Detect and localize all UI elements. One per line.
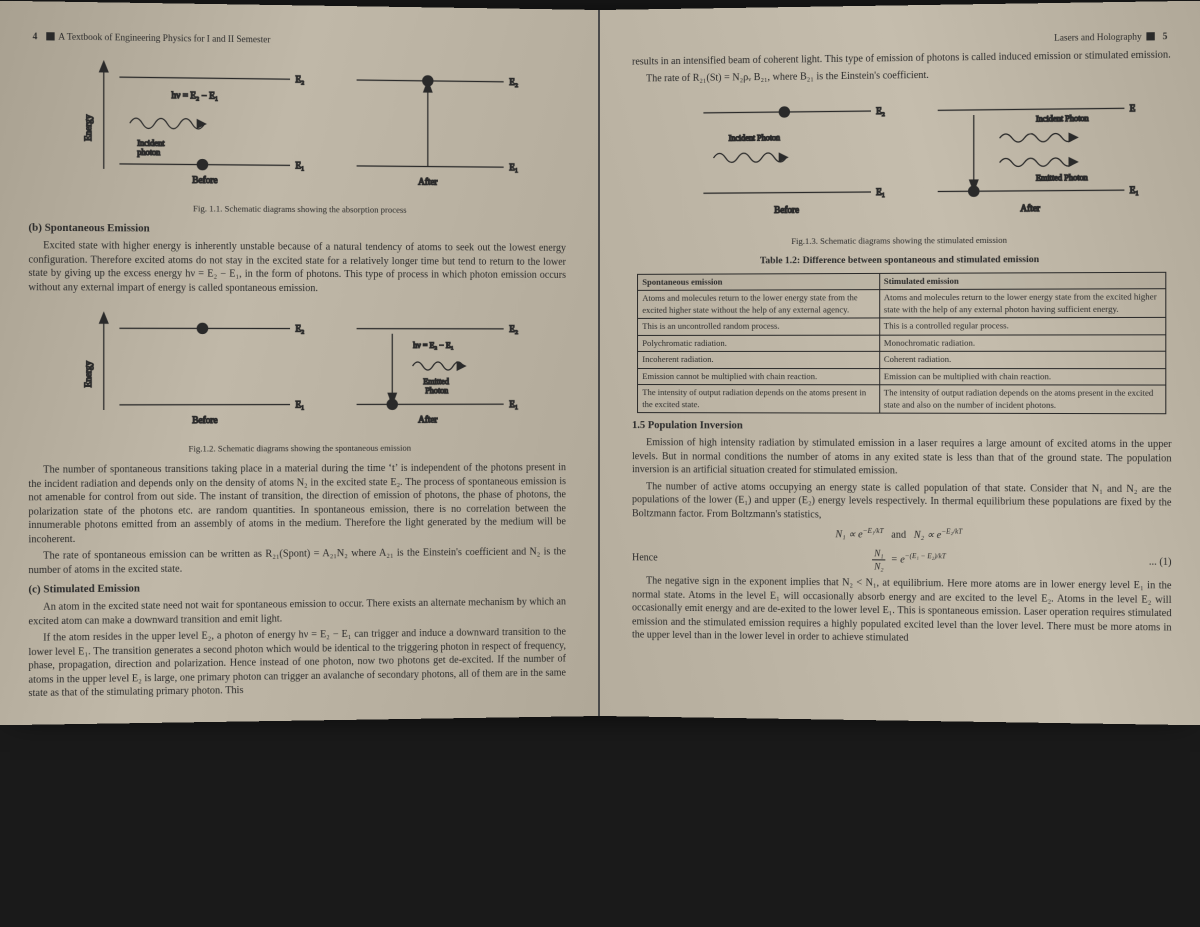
fig2-hv: hν = E₂ − E₁ bbox=[413, 341, 454, 350]
fig3-emitted-label: Emitted Photon bbox=[1036, 173, 1088, 183]
figure-1-3: E₂ E₁ Incident Photon Before E E₁ bbox=[658, 88, 1144, 248]
fig3-e1-b: E₁ bbox=[876, 187, 885, 197]
formula1-a-exp: −E₁/kT bbox=[863, 527, 884, 535]
figure-1-1: Energy E₂ E₁ hν = E₂ − E₁ Incident photo… bbox=[56, 51, 540, 217]
left-page: 4 A Textbook of Engineering Physics for … bbox=[0, 1, 600, 726]
right-page: Lasers and Holography 5 results in an in… bbox=[600, 1, 1200, 726]
fig2-caption: Fig.1.2. Schematic diagrams showing the … bbox=[56, 442, 540, 455]
fig3-incident2-label: Incident Photon bbox=[1036, 114, 1089, 124]
right-page-number: 5 bbox=[1163, 30, 1168, 43]
header-marker-icon bbox=[46, 32, 54, 40]
ratio-formula: N₁ N₂ = e−(E₁ − E₂)/kT bbox=[692, 546, 1129, 575]
fig2-e1-a: E₁ bbox=[509, 400, 518, 410]
table-header-2: Stimulated emission bbox=[879, 272, 1165, 290]
fig2-after: After bbox=[418, 415, 437, 425]
section-1-5-title: 1.5 Population Inversion bbox=[632, 419, 1172, 435]
right-page-header: Lasers and Holography 5 bbox=[632, 30, 1172, 50]
left-header-title: A Textbook of Engineering Physics for I … bbox=[58, 30, 270, 45]
fig2-e1-b: E₁ bbox=[295, 400, 304, 410]
right-intro2: The rate of R₂₁(St) = N₂ρᵥ B₂₁, where B₂… bbox=[632, 65, 1172, 85]
table-cell: Coherent radiation. bbox=[879, 351, 1165, 368]
hence-formula-row: Hence N₁ N₂ = e−(E₁ − E₂)/kT ... (1) bbox=[632, 545, 1172, 575]
header-marker-icon bbox=[1146, 32, 1154, 40]
table-cell: This is a controlled regular process. bbox=[879, 318, 1165, 335]
fig1-incident2: photon bbox=[137, 148, 160, 157]
fig2-emitted2: Photon bbox=[425, 387, 448, 396]
fig3-e1-a: E₁ bbox=[1130, 185, 1139, 195]
hence-label: Hence bbox=[632, 551, 692, 565]
fig3-before: Before bbox=[775, 205, 800, 215]
table-caption: Table 1.2: Difference between spontaneou… bbox=[632, 253, 1172, 268]
fig1-e1-after: E₁ bbox=[509, 162, 518, 172]
table-cell: Emission can be multiplied with chain re… bbox=[879, 368, 1165, 385]
frac-num: N₁ bbox=[872, 547, 885, 560]
table-cell: The intensity of output radiation depend… bbox=[879, 385, 1165, 414]
frac-den: N₂ bbox=[872, 561, 885, 573]
table-header-1: Spontaneous emission bbox=[638, 273, 879, 290]
fig2-e2-a: E₂ bbox=[509, 324, 518, 334]
formula2-eq: = e bbox=[891, 554, 905, 565]
sec15-p3: The negative sign in the exponent implie… bbox=[632, 575, 1172, 649]
table-cell: This is an uncontrolled random process. bbox=[638, 318, 879, 335]
table-cell: Polychromatic radiation. bbox=[638, 335, 879, 352]
table-cell: Monochromatic radiation. bbox=[879, 335, 1165, 352]
sec15-p1: Emission of high intensity radiation by … bbox=[632, 436, 1172, 479]
right-header-title: Lasers and Holography bbox=[1054, 30, 1142, 44]
fig2-energy-label: Energy bbox=[83, 361, 93, 388]
fig1-e2-before: E₂ bbox=[295, 74, 304, 84]
fig2-svg: Energy E₂ E₁ Before E₂ E₁ hν = E₂ − E₁ bbox=[72, 303, 523, 436]
table-cell: The intensity of output radiation depend… bbox=[638, 385, 879, 414]
section-b-title: (b) Spontaneous Emission bbox=[28, 222, 566, 239]
eq-number: ... (1) bbox=[1130, 555, 1172, 569]
fig1-e2-after: E₂ bbox=[509, 77, 518, 87]
formula1-b: N₂ ∝ e bbox=[914, 530, 941, 541]
table-cell: Atoms and molecules return to the lower … bbox=[638, 290, 879, 319]
formula1-b-exp: −E₂/kT bbox=[941, 528, 962, 536]
fig1-e1-before: E₁ bbox=[295, 161, 304, 171]
table-body: Atoms and molecules return to the lower … bbox=[638, 289, 1166, 414]
section-b-p1: Excited state with higher energy is inhe… bbox=[28, 239, 566, 296]
book-spread: 4 A Textbook of Engineering Physics for … bbox=[10, 10, 1190, 716]
fig3-incident-label: Incident Photon bbox=[729, 133, 780, 143]
left-page-header: 4 A Textbook of Engineering Physics for … bbox=[28, 30, 566, 50]
comparison-table: Spontaneous emission Stimulated emission… bbox=[637, 272, 1166, 415]
fig1-svg: Energy E₂ E₁ hν = E₂ − E₁ Incident photo… bbox=[72, 51, 523, 197]
fig3-e2-b: E₂ bbox=[876, 106, 885, 116]
fig2-before: Before bbox=[192, 415, 217, 425]
table-cell: Emission cannot be multiplied with chain… bbox=[638, 368, 879, 385]
fig3-e-a: E bbox=[1130, 103, 1136, 113]
fig1-after: After bbox=[418, 177, 437, 187]
fig3-svg: E₂ E₁ Incident Photon Before E E₁ bbox=[658, 88, 1150, 229]
fig3-after: After bbox=[1021, 203, 1041, 213]
table-cell: Incoherent radiation. bbox=[638, 352, 879, 369]
fig1-hv: hν = E₂ − E₁ bbox=[171, 90, 218, 101]
fig1-caption: Fig. 1.1. Schematic diagrams showing the… bbox=[56, 202, 540, 217]
figure-1-2: Energy E₂ E₁ Before E₂ E₁ hν = E₂ − E₁ bbox=[56, 303, 540, 456]
fig3-caption: Fig.1.3. Schematic diagrams showing the … bbox=[658, 234, 1144, 248]
fig2-e2-b: E₂ bbox=[295, 324, 304, 334]
para-after-fig2-2: The rate of spontaneous emission can be … bbox=[28, 546, 566, 578]
left-page-number: 4 bbox=[33, 30, 38, 43]
section-c-p1: An atom in the excited state need not wa… bbox=[28, 596, 566, 629]
fig1-before: Before bbox=[192, 175, 217, 185]
sec15-p2: The number of active atoms occupying an … bbox=[632, 480, 1172, 524]
section-c-p2: If the atom resides in the upper level E… bbox=[28, 626, 566, 701]
boltzmann-formula: N₁ ∝ e−E₁/kT and N₂ ∝ e−E₂/kT bbox=[632, 526, 1172, 545]
section-c-title: (c) Stimulated Emission bbox=[28, 579, 566, 599]
formula1-a: N₁ ∝ e bbox=[835, 529, 862, 540]
formula2-exp: −(E₁ − E₂)/kT bbox=[905, 552, 946, 560]
fig1-incident: Incident bbox=[137, 139, 165, 148]
fig1-energy-label: Energy bbox=[83, 114, 93, 141]
formula1-and: and bbox=[891, 530, 906, 541]
para-after-fig2-1: The number of spontaneous transitions ta… bbox=[28, 461, 566, 546]
fig2-emitted1: Emitted bbox=[423, 377, 449, 386]
table-cell: Atoms and molecules return to the lower … bbox=[879, 289, 1165, 318]
